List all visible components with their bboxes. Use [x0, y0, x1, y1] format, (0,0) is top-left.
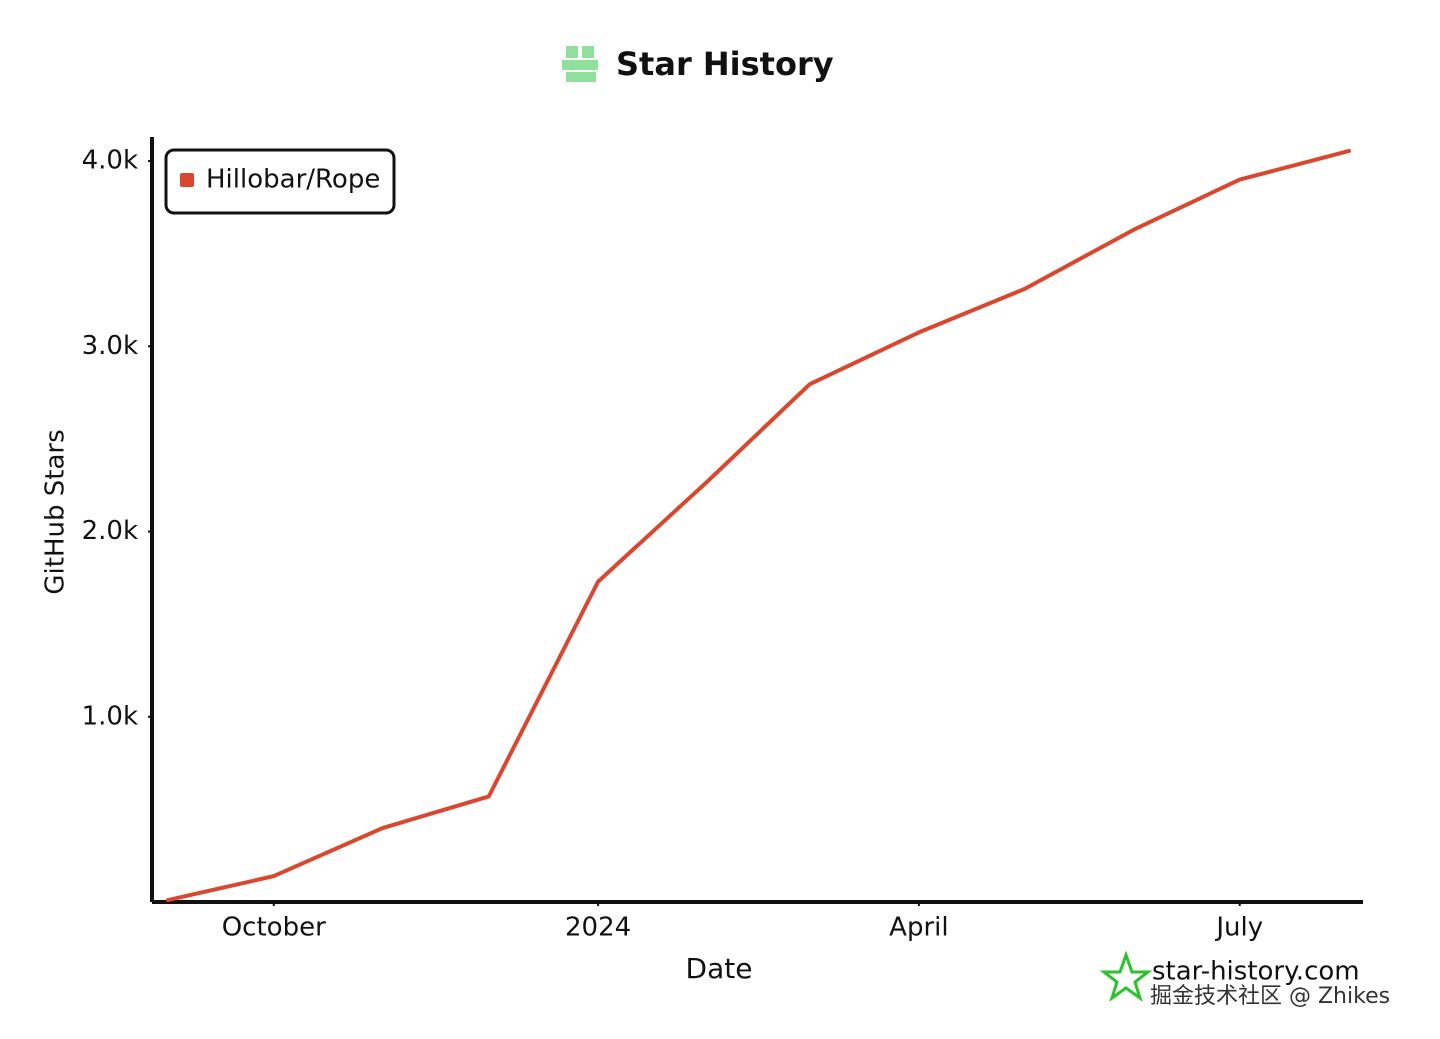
- x-tick-label: April: [889, 913, 948, 943]
- y-axis-label: GitHub Stars: [41, 429, 71, 594]
- y-tick-label: 4.0k: [82, 146, 138, 176]
- watermark: star-history.com: [1152, 957, 1360, 987]
- y-tick-label: 1.0k: [82, 701, 138, 731]
- x-axis-label: Date: [686, 952, 753, 985]
- logo-icon: [562, 46, 598, 82]
- x-tick-label: 2024: [565, 913, 631, 943]
- legend-label: Hillobar/Rope: [206, 165, 380, 195]
- y-tick-label: 3.0k: [82, 331, 138, 361]
- legend-box: [164, 148, 396, 215]
- x-tick-label: October: [222, 913, 326, 943]
- data-line: [166, 148, 1351, 903]
- legend-swatch: [180, 173, 194, 187]
- x-tick-label: July: [1214, 913, 1263, 943]
- chart-title: Star History: [616, 45, 834, 83]
- watermark: 掘金技术社区 @ Zhikes: [1150, 984, 1390, 1009]
- watermark-star: [1099, 950, 1153, 1002]
- y-tick-label: 2.0k: [82, 516, 138, 546]
